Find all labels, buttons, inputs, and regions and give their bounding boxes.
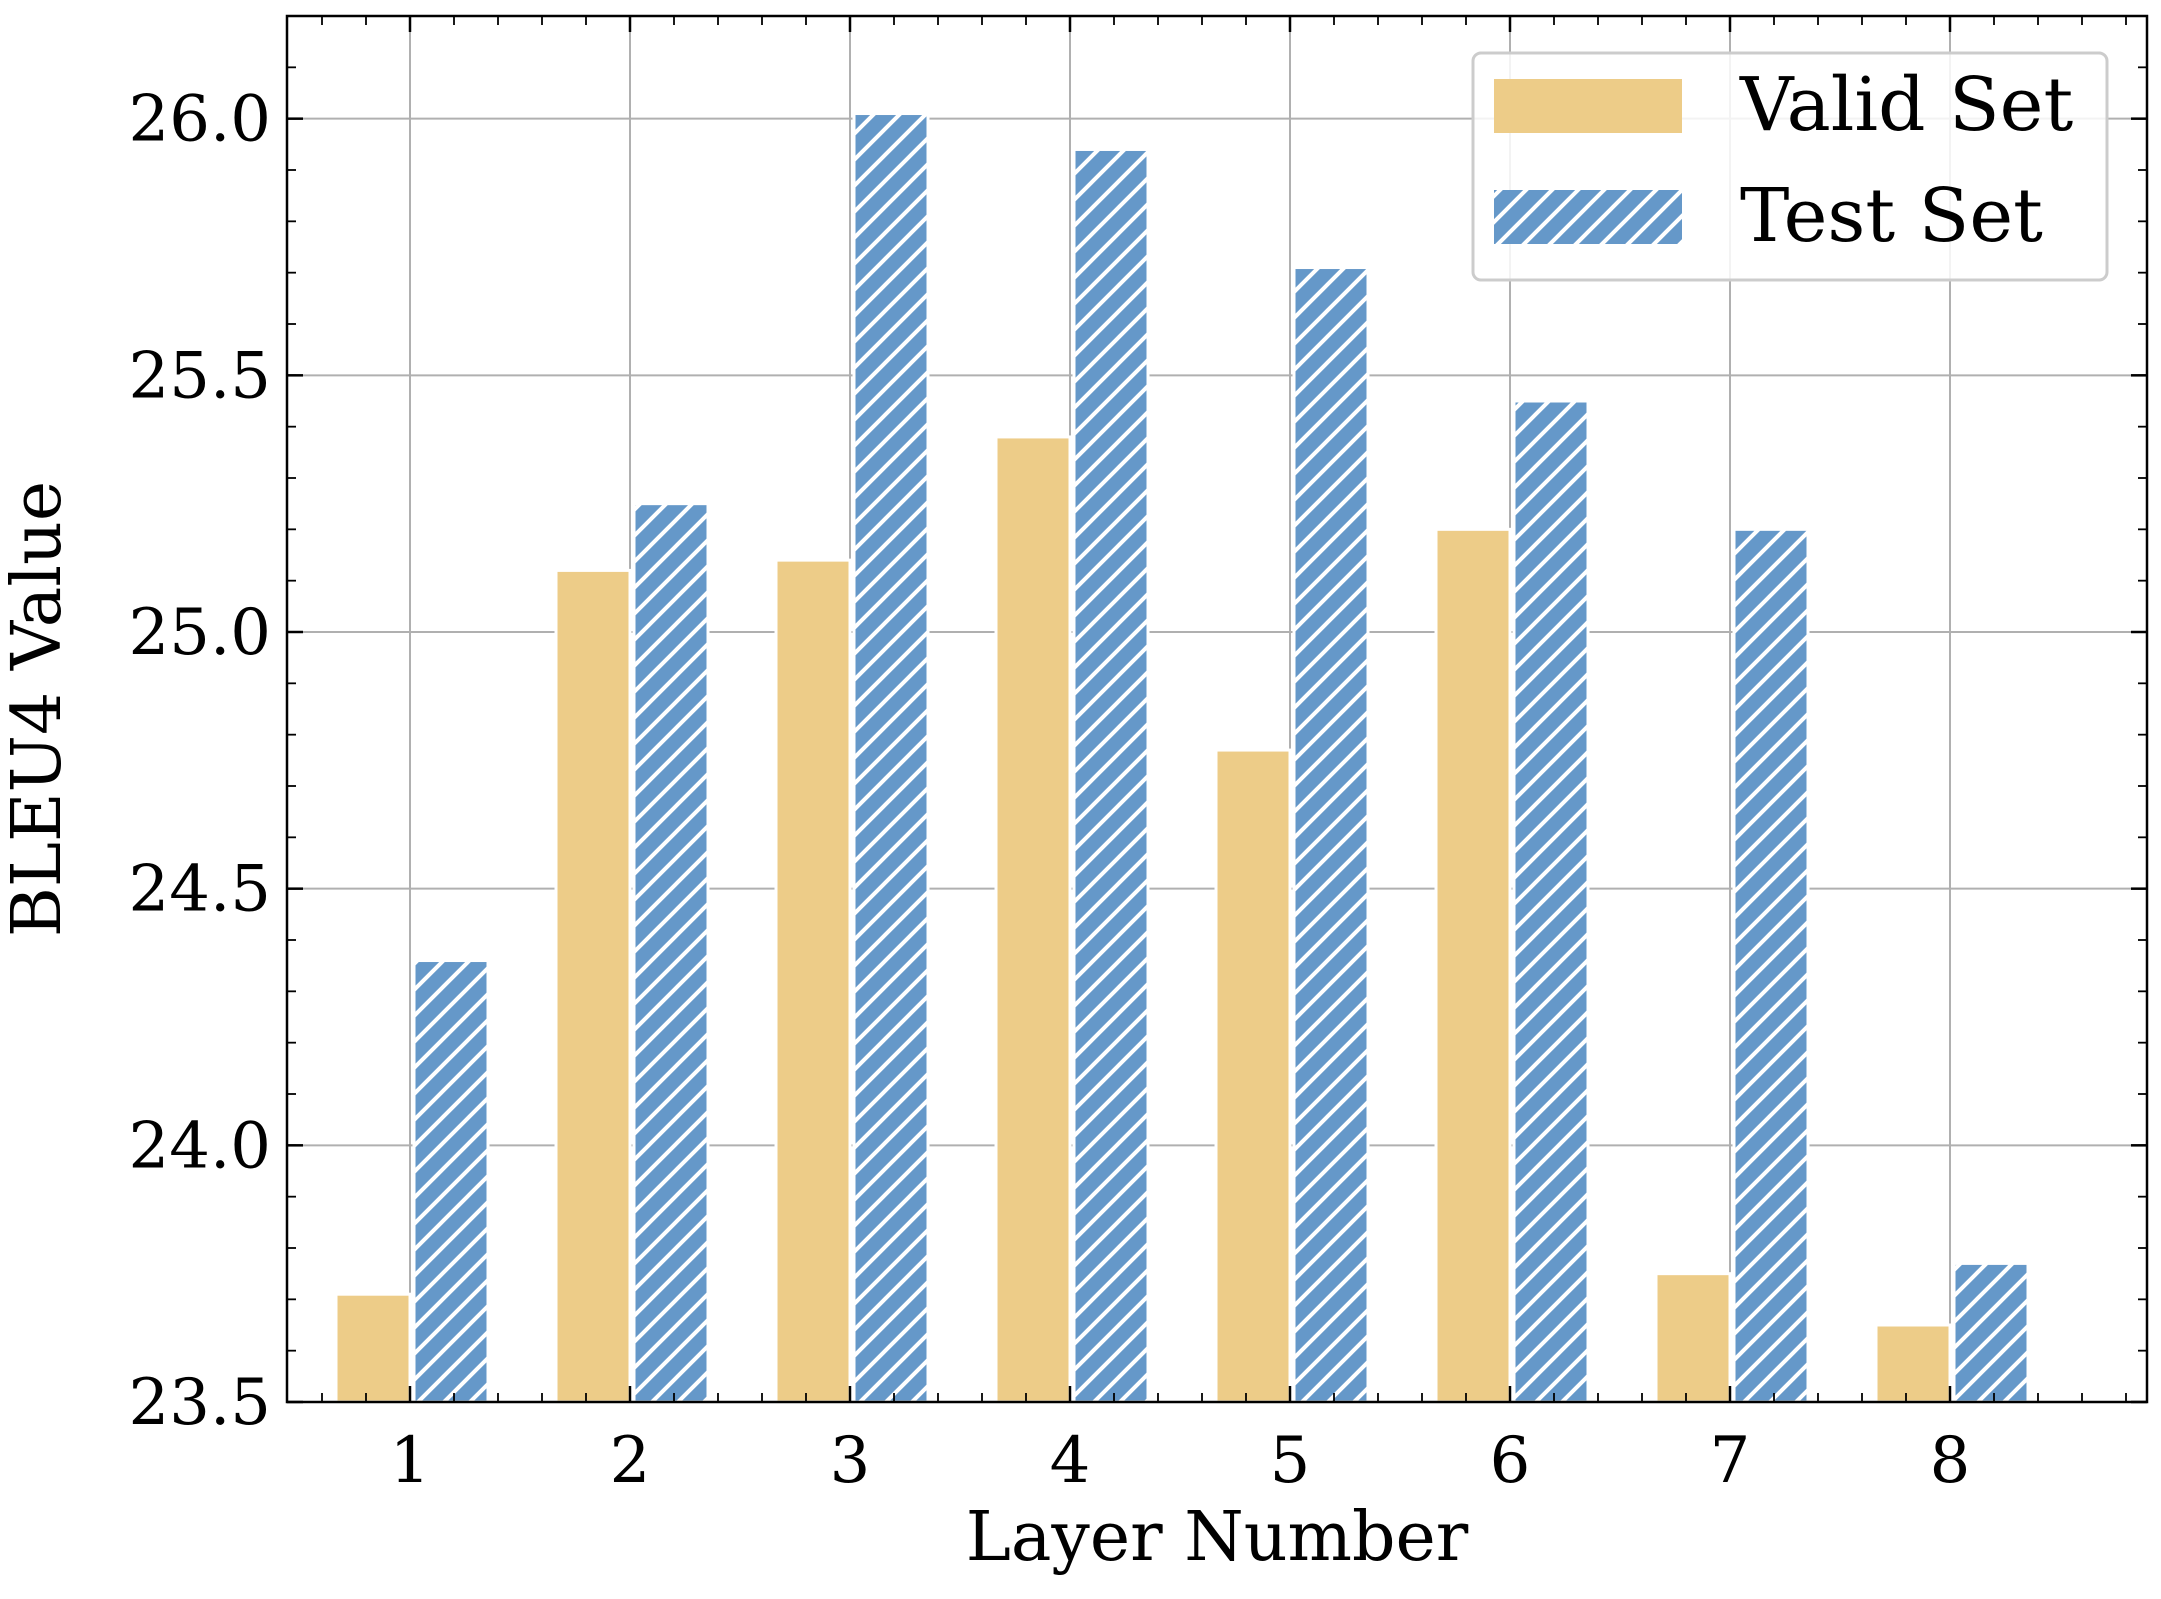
x-axis-title: Layer Number <box>966 1498 1469 1577</box>
ticks-layer <box>287 15 2147 1404</box>
bar-test-set-layer-1 <box>412 959 490 1404</box>
bar-test-set-layer-3 <box>852 112 930 1404</box>
legend-label-valid-set: Valid Set <box>1739 62 2073 148</box>
plot-frame <box>285 14 2149 1404</box>
x-tick-label: 8 <box>1930 1424 1971 1498</box>
bar-valid-set-layer-7 <box>1654 1272 1732 1404</box>
bar-test-set-layer-8 <box>1952 1261 2030 1404</box>
x-tick-label: 5 <box>1270 1424 1311 1498</box>
bar-test-set-layer-7 <box>1732 527 1810 1404</box>
legend: Valid Set Test Set <box>1471 51 2109 282</box>
legend-label-test-set: Test Set <box>1740 173 2043 259</box>
x-tick-label: 2 <box>610 1424 651 1498</box>
bar-test-set-layer-4 <box>1072 147 1150 1404</box>
bar-valid-set-layer-8 <box>1874 1323 1952 1404</box>
y-tick-label: 25.5 <box>129 339 272 413</box>
bar-valid-set-layer-6 <box>1434 527 1512 1404</box>
bar-test-set-layer-6 <box>1512 399 1590 1404</box>
x-tick-label: 7 <box>1710 1424 1751 1498</box>
y-tick-label: 25.0 <box>129 596 272 670</box>
bars-layer <box>334 112 2030 1404</box>
x-tick-label: 4 <box>1050 1424 1091 1498</box>
legend-swatch-valid-set <box>1494 79 1682 133</box>
y-tick-label: 23.5 <box>129 1366 272 1440</box>
x-tick-labels: 1 2 3 4 5 6 7 8 <box>390 1424 1971 1498</box>
bar-valid-set-layer-1 <box>334 1292 412 1404</box>
y-tick-label: 26.0 <box>129 83 272 157</box>
x-tick-label: 3 <box>830 1424 871 1498</box>
x-tick-label: 1 <box>390 1424 431 1498</box>
y-tick-label: 24.0 <box>129 1109 272 1183</box>
bar-valid-set-layer-5 <box>1214 748 1292 1404</box>
bar-valid-set-layer-4 <box>994 435 1072 1404</box>
x-tick-label: 6 <box>1490 1424 1531 1498</box>
y-tick-label: 24.5 <box>129 853 272 927</box>
y-axis-title: BLEU4 Value <box>0 481 77 937</box>
bar-test-set-layer-2 <box>632 502 710 1404</box>
bar-valid-set-layer-2 <box>554 568 632 1404</box>
y-tick-labels: 23.5 24.0 24.5 25.0 25.5 26.0 <box>129 83 272 1440</box>
bar-test-set-layer-5 <box>1292 266 1370 1404</box>
legend-swatch-test-set <box>1494 190 1682 244</box>
bar-valid-set-layer-3 <box>774 558 852 1404</box>
